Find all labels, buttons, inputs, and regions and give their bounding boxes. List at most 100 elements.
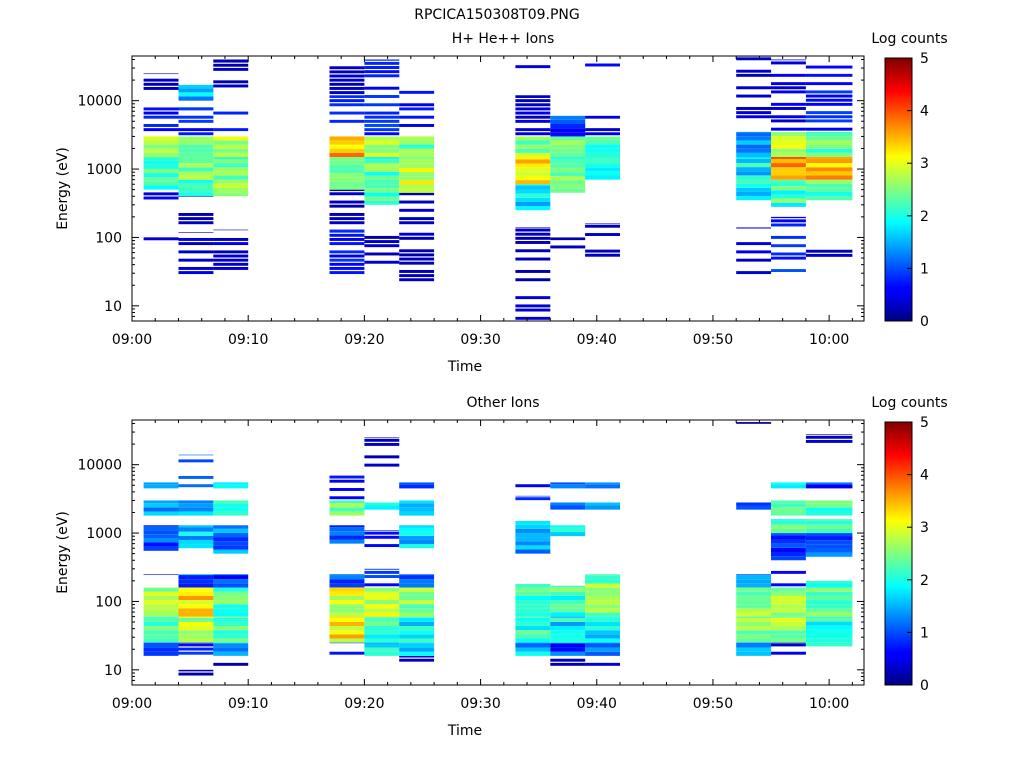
- heatmap-cell: [213, 500, 249, 504]
- x-tick-label: 09:40: [577, 696, 617, 712]
- heatmap-cell: [178, 144, 214, 149]
- heatmap-cell: [399, 643, 435, 648]
- heatmap-cell: [364, 86, 400, 90]
- panel-title: H+ He++ Ions: [452, 31, 555, 47]
- heatmap-cell: [399, 612, 435, 617]
- heatmap-cell: [736, 651, 772, 656]
- heatmap-cell: [364, 621, 400, 627]
- heatmap-cell: [329, 221, 365, 225]
- heatmap-cell: [329, 604, 365, 609]
- heatmap-cell: [329, 531, 365, 536]
- heatmap-cell: [771, 219, 806, 223]
- heatmap-cell: [329, 612, 365, 617]
- heatmap-cell: [585, 583, 620, 588]
- heatmap-cell: [329, 488, 365, 491]
- heatmap-cell: [805, 552, 853, 557]
- heatmap-cell: [771, 503, 806, 508]
- heatmap-cell: [329, 74, 365, 78]
- heatmap-cell: [736, 250, 772, 254]
- heatmap-cell: [329, 136, 365, 141]
- heatmap-cell: [399, 583, 435, 588]
- heatmap-cell: [213, 600, 249, 605]
- heatmap-cell: [178, 128, 214, 132]
- heatmap-cell: [515, 206, 551, 211]
- heatmap-cell: [178, 136, 214, 141]
- heatmap-cell: [585, 163, 620, 168]
- heatmap-cell: [364, 530, 400, 531]
- heatmap-cell: [143, 78, 179, 82]
- heatmap-cell: [143, 181, 179, 186]
- heatmap-cell: [736, 175, 772, 180]
- heatmap-cell: [364, 70, 400, 74]
- heatmap-cell: [178, 115, 214, 119]
- heatmap-cell: [213, 148, 249, 153]
- heatmap-cell: [736, 107, 772, 110]
- heatmap-cell: [805, 633, 853, 639]
- heatmap-cell: [515, 630, 551, 635]
- colorbar-tick-label: 1: [920, 261, 929, 277]
- heatmap-cell: [213, 575, 249, 580]
- heatmap-cell: [364, 66, 400, 69]
- heatmap-cell: [771, 651, 806, 655]
- x-axis-label: Time: [447, 359, 482, 375]
- heatmap-cell: [213, 242, 249, 246]
- heatmap-cell: [399, 595, 435, 601]
- heatmap-cell: [515, 257, 551, 261]
- heatmap-cell: [329, 535, 365, 540]
- heatmap-cell: [515, 201, 551, 207]
- heatmap-cell: [585, 575, 620, 580]
- heatmap-cell: [178, 587, 214, 589]
- heatmap-cell: [771, 269, 806, 272]
- colorbar: [884, 57, 913, 322]
- heatmap-cell: [399, 157, 435, 160]
- heatmap-cell: [515, 167, 551, 172]
- heatmap-cell: [213, 651, 249, 656]
- heatmap-cell: [736, 616, 772, 618]
- heatmap-cell: [399, 184, 435, 189]
- heatmap-cell: [550, 148, 586, 153]
- heatmap-cell: [329, 217, 365, 221]
- heatmap-cell: [178, 454, 214, 456]
- heatmap-cell: [805, 587, 853, 592]
- heatmap-cell: [736, 579, 772, 584]
- heatmap-cell: [399, 616, 435, 618]
- heatmap-cell: [736, 604, 772, 609]
- heatmap-cell: [515, 184, 551, 186]
- heatmap-cells: [143, 56, 853, 320]
- heatmap-cell: [329, 168, 365, 174]
- heatmap-cell: [585, 140, 620, 145]
- heatmap-cell: [771, 511, 806, 516]
- heatmap-cell: [143, 124, 179, 127]
- heatmap-cell: [364, 626, 400, 631]
- heatmap-cell: [771, 127, 806, 131]
- heatmap-cell: [550, 502, 586, 506]
- heatmap-cell: [329, 617, 365, 622]
- heatmap-cell: [736, 258, 772, 262]
- heatmap-cell: [771, 482, 806, 485]
- heatmap-cell: [805, 102, 853, 106]
- heatmap-cell: [178, 157, 214, 159]
- heatmap-cell: [515, 638, 551, 643]
- heatmap-cell: [805, 608, 853, 613]
- heatmap-cell: [550, 595, 586, 601]
- heatmap-cell: [143, 157, 179, 161]
- heatmap-cell: [736, 162, 772, 168]
- heatmap-cell: [178, 163, 214, 168]
- heatmap-cell: [329, 177, 365, 182]
- heatmap-cell: [329, 575, 365, 580]
- heatmap-cell: [736, 148, 772, 153]
- heatmap-cell: [805, 544, 853, 549]
- heatmap-cell: [805, 583, 853, 588]
- heatmap-cell: [771, 256, 806, 260]
- heatmap-cell: [515, 532, 551, 538]
- heatmap-cell: [329, 204, 365, 208]
- heatmap-cell: [585, 579, 620, 584]
- heatmap-cell: [805, 435, 853, 439]
- heatmap-cell: [585, 253, 620, 257]
- heatmap-cell: [515, 159, 551, 164]
- heatmap-cell: [178, 612, 214, 617]
- heatmap-cell: [329, 152, 365, 158]
- heatmap-cell: [550, 163, 586, 168]
- heatmap-cell: [213, 621, 249, 627]
- heatmap-cell: [550, 157, 586, 160]
